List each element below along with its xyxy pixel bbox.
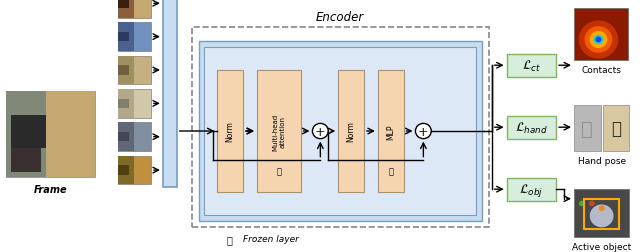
Bar [118,56,151,85]
Bar [257,71,301,192]
Text: $\mathcal{L}_{ct}$: $\mathcal{L}_{ct}$ [522,58,541,74]
Bar [118,23,134,52]
Bar [118,0,151,18]
Bar [191,28,489,227]
Bar [118,123,151,151]
Bar [118,90,134,118]
Text: Norm: Norm [346,121,356,142]
Bar [12,149,41,172]
Bar [603,106,629,151]
Bar [118,156,151,185]
Bar [574,106,601,151]
Bar [6,92,46,177]
Bar [574,9,628,61]
Bar [118,133,129,142]
Text: Hand pose: Hand pose [577,156,626,165]
Bar [163,0,177,187]
Text: $\mathcal{L}_{obj}$: $\mathcal{L}_{obj}$ [519,181,543,198]
Text: 🔒: 🔒 [227,234,232,244]
Bar [507,178,556,201]
Bar [198,42,482,221]
Bar [118,123,134,151]
Bar [378,71,404,192]
Text: Active object: Active object [572,242,631,251]
Bar [118,90,151,118]
Text: Encoder: Encoder [316,11,364,24]
Circle shape [593,36,604,45]
Circle shape [595,38,602,43]
Circle shape [312,124,328,139]
Text: +: + [418,125,429,138]
Circle shape [589,201,595,207]
Text: 🔒: 🔒 [388,167,393,176]
Bar [118,0,129,9]
Text: 🔒: 🔒 [276,167,281,176]
Bar [338,71,364,192]
Bar [118,0,134,18]
Circle shape [415,124,431,139]
Text: Frozen layer: Frozen layer [243,234,299,243]
Text: Frame: Frame [34,185,68,195]
Bar [584,199,620,229]
Text: Multi-head
attention: Multi-head attention [272,113,285,150]
Text: Norm: Norm [226,121,235,142]
Bar [507,116,556,139]
Bar [118,23,151,52]
Circle shape [590,205,614,227]
Bar [12,115,46,149]
Text: Contacts: Contacts [581,66,621,75]
Bar [507,55,556,77]
Circle shape [598,206,605,211]
Bar [218,71,243,192]
Bar [118,56,134,85]
Text: $\mathcal{L}_{hand}$: $\mathcal{L}_{hand}$ [515,120,548,135]
Text: MLP: MLP [386,124,395,139]
Bar [118,66,129,75]
Circle shape [579,21,618,59]
Bar [118,33,129,42]
Text: ✋: ✋ [581,119,593,138]
Text: 👌: 👌 [611,120,621,138]
Bar [6,92,95,177]
Bar [118,156,134,185]
Circle shape [579,201,585,207]
Circle shape [589,32,607,49]
Bar [204,48,476,215]
Circle shape [584,27,612,54]
Text: +: + [315,125,326,138]
Bar [118,99,129,109]
Bar [118,166,129,175]
Bar [574,190,629,237]
Bar [46,92,95,177]
